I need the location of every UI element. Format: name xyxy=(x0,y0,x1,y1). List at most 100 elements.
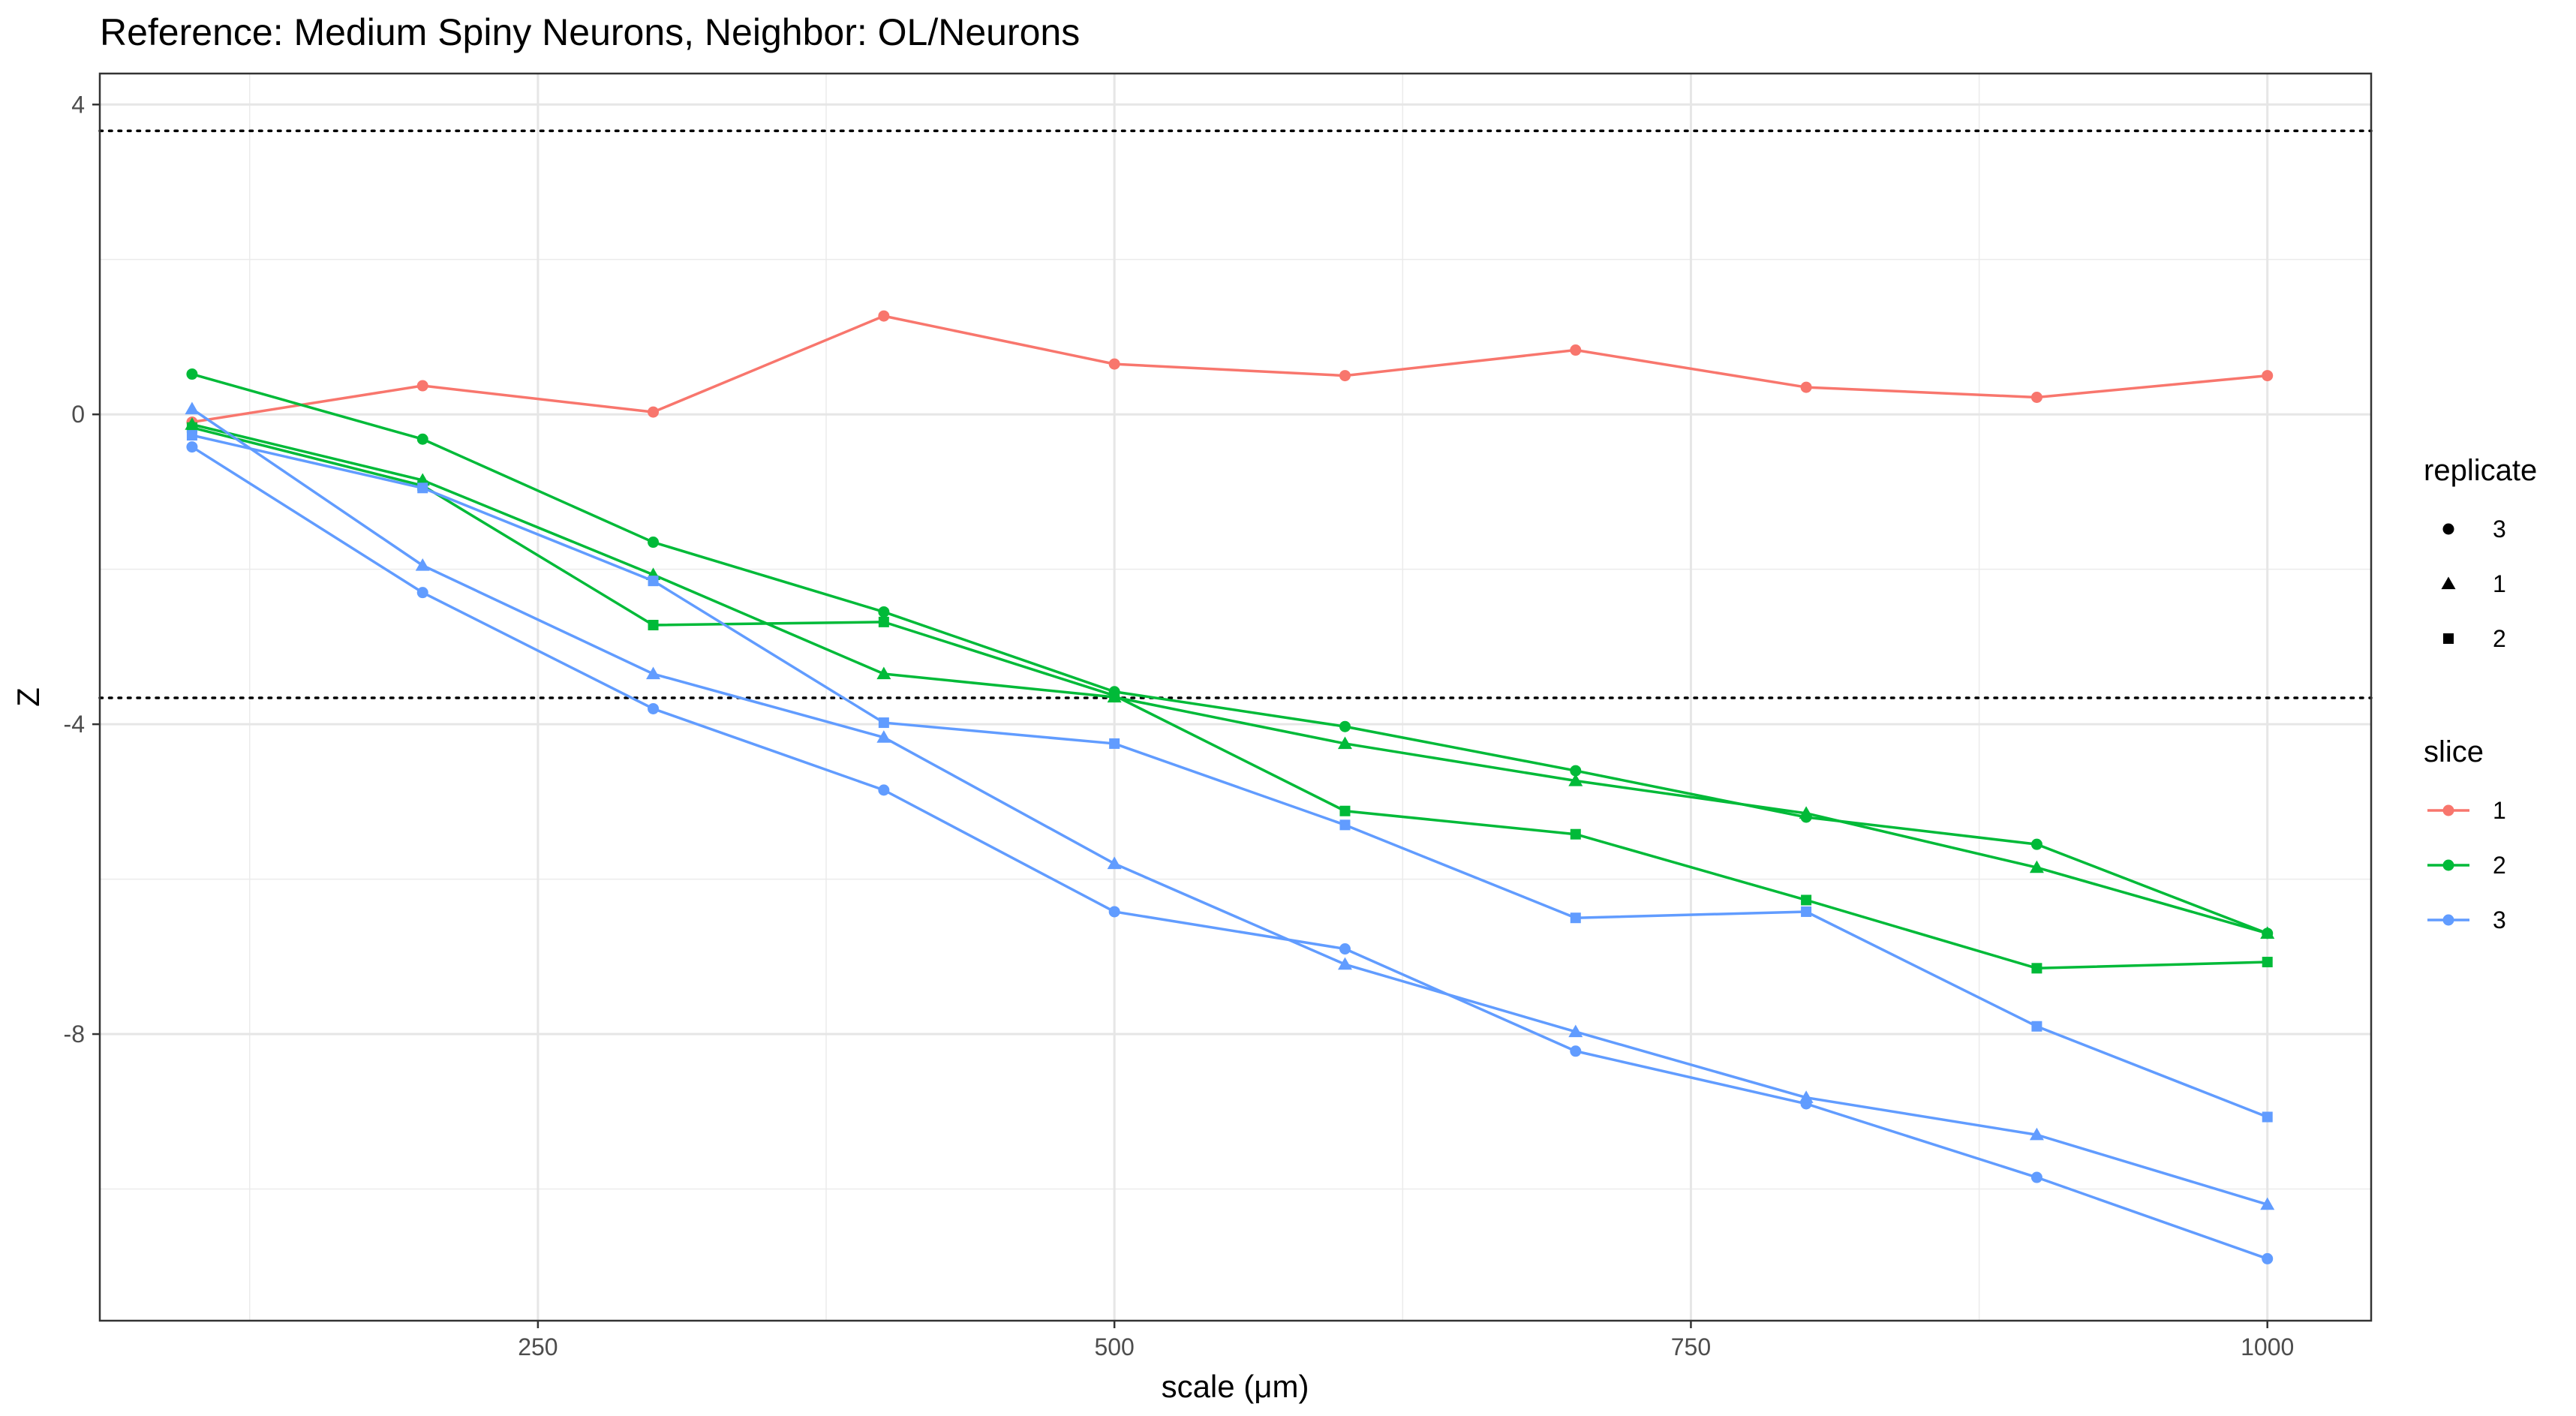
data-point xyxy=(2029,1127,2044,1141)
data-point xyxy=(416,433,428,445)
data-point xyxy=(648,406,660,418)
data-point xyxy=(2030,838,2042,850)
data-point xyxy=(1107,856,1122,870)
legend-item-label: 2 xyxy=(2493,852,2506,879)
series-line xyxy=(191,407,2268,1206)
axis-ticks: 250 500 750 1000 4 0 -4 -8 xyxy=(64,91,2295,1360)
data-point xyxy=(878,784,890,796)
data-point xyxy=(1570,344,1582,356)
y-axis-title: Z xyxy=(11,687,46,707)
data-point xyxy=(648,619,659,630)
data-point xyxy=(1801,894,1812,906)
legend-key-shape xyxy=(2443,633,2454,644)
y-tick-label: 0 xyxy=(71,401,85,428)
data-point xyxy=(646,666,661,680)
legend-item-label: 2 xyxy=(2493,625,2506,652)
x-axis-title: scale (μm) xyxy=(1162,1369,1309,1404)
data-point xyxy=(416,380,428,392)
legend-item-label: 3 xyxy=(2493,516,2506,543)
x-tick-label: 500 xyxy=(1094,1333,1134,1360)
data-point xyxy=(2262,370,2274,382)
data-point xyxy=(1570,828,1581,840)
legend-key-shape xyxy=(2442,523,2454,535)
data-point xyxy=(1570,912,1581,924)
data-point xyxy=(876,730,891,743)
series-slice-3-replicate-2 xyxy=(186,430,2273,1123)
data-point xyxy=(878,606,890,618)
data-point xyxy=(1799,806,1814,819)
data-point xyxy=(2029,860,2044,873)
legend-title: slice xyxy=(2424,735,2484,768)
x-tick-label: 1000 xyxy=(2241,1333,2294,1360)
data-point xyxy=(648,702,660,714)
data-point xyxy=(878,717,889,729)
data-point xyxy=(1800,381,1812,393)
data-point xyxy=(1570,765,1582,777)
data-point xyxy=(1108,358,1120,370)
data-point xyxy=(1108,906,1120,918)
data-point xyxy=(878,616,889,627)
legend-item-label: 1 xyxy=(2493,570,2506,597)
legend-item-label: 3 xyxy=(2493,906,2506,933)
data-point xyxy=(1337,957,1352,970)
data-point xyxy=(648,537,660,549)
data-point xyxy=(415,558,430,571)
series-line xyxy=(191,422,2268,935)
data-point xyxy=(2262,1252,2274,1264)
data-point xyxy=(2030,392,2042,404)
data-point xyxy=(185,401,200,415)
data-point xyxy=(2260,1197,2275,1210)
legend-key-point xyxy=(2442,914,2454,926)
legend-title: replicate xyxy=(2424,454,2537,487)
data-point xyxy=(1339,370,1351,382)
data-point xyxy=(876,666,891,680)
x-tick-label: 750 xyxy=(1671,1333,1711,1360)
x-tick-label: 250 xyxy=(518,1333,558,1360)
legend-key-shape xyxy=(2441,576,2456,590)
series-layer xyxy=(185,310,2275,1264)
data-point xyxy=(648,576,659,587)
legend-slice: slice 1 2 3 xyxy=(2424,735,2506,933)
y-tick-label: -8 xyxy=(64,1021,85,1048)
data-point xyxy=(1570,1045,1582,1057)
series-slice-2-replicate-3 xyxy=(186,368,2274,939)
series-line xyxy=(191,434,2268,1119)
data-point xyxy=(1801,906,1812,917)
data-point xyxy=(878,310,890,322)
data-point xyxy=(2262,1111,2273,1123)
series-line xyxy=(191,372,2268,935)
y-tick-label: 4 xyxy=(71,91,85,118)
grid xyxy=(100,74,2371,1321)
data-point xyxy=(186,430,197,441)
series-slice-1-replicate-3 xyxy=(186,310,2274,428)
data-point xyxy=(186,441,198,453)
data-point xyxy=(417,483,428,494)
data-point xyxy=(1568,773,1583,786)
chart-title: Reference: Medium Spiny Neurons, Neighbo… xyxy=(100,11,1080,53)
series-line xyxy=(191,446,2268,1261)
legend-item-label: 1 xyxy=(2493,797,2506,824)
data-point xyxy=(1109,690,1120,701)
data-point xyxy=(2262,957,2273,968)
data-point xyxy=(2031,1021,2042,1032)
legend: replicate 3 1 2 slice 1 2 3 xyxy=(2424,454,2537,933)
legend-replicate: replicate 3 1 2 xyxy=(2424,454,2537,652)
data-point xyxy=(2031,963,2042,974)
reference-lines xyxy=(98,129,2373,699)
series-line xyxy=(191,314,2268,424)
plot-panel-border xyxy=(98,72,2373,1322)
data-point xyxy=(1337,736,1352,750)
data-point xyxy=(1339,805,1351,816)
data-point xyxy=(2260,926,2275,939)
data-point xyxy=(1339,819,1351,831)
data-point xyxy=(2030,1171,2042,1183)
series-line xyxy=(191,426,2268,970)
data-point xyxy=(186,368,198,380)
data-point xyxy=(416,587,428,599)
y-tick-label: -4 xyxy=(64,711,85,738)
data-point xyxy=(1109,738,1120,749)
data-point xyxy=(1339,720,1351,732)
data-point xyxy=(1339,942,1351,955)
